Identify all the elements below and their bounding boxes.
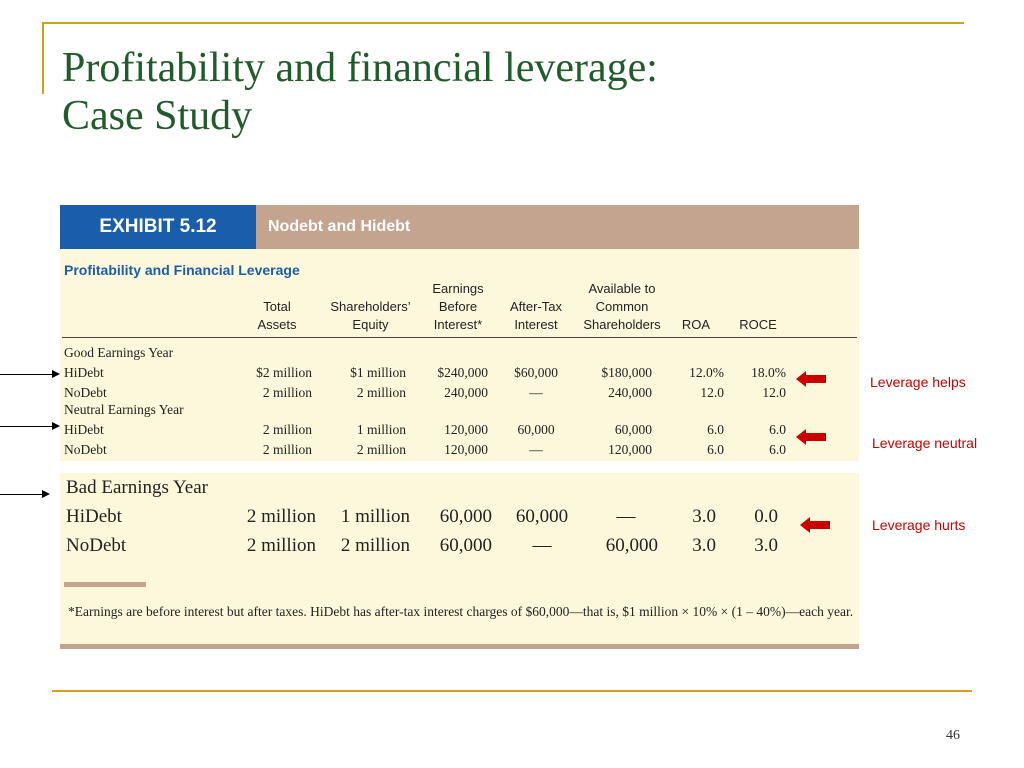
footnote: *Earnings are before interest but after …: [68, 604, 854, 619]
col-header-roa: ROA: [672, 316, 720, 334]
frame-left-line: [42, 22, 44, 94]
cell-available-to-common: 60,000: [614, 422, 652, 437]
group-title-good: Good Earnings Year: [64, 345, 174, 360]
slide-title: Profitability and financial leverage: Ca…: [62, 44, 658, 140]
red-arrow-left-icon: [796, 429, 826, 445]
col-header-line: Equity: [352, 317, 389, 332]
callout-leverage-hurts: Leverage hurts: [872, 517, 966, 533]
cell-shareholders-equity: 1 million: [340, 506, 410, 527]
section-title: Profitability and Financial Leverage: [64, 262, 300, 278]
cell-roce: 3.0: [754, 535, 778, 556]
cell-earnings-before-interest: 120,000: [444, 442, 488, 457]
col-header-line: Interest: [514, 317, 558, 332]
cell-roa: 6.0: [707, 422, 724, 437]
cell-total-assets: 2 million: [262, 422, 312, 437]
col-header-roce: ROCE: [732, 316, 784, 334]
col-header-line: Common: [595, 299, 649, 314]
cell-roce: 18.0%: [751, 365, 786, 380]
cell-shareholders-equity: 2 million: [340, 535, 410, 556]
cell-roa: 12.0: [700, 385, 724, 400]
cell-available-to-common: $180,000: [601, 365, 652, 380]
col-header-line: Available to: [588, 281, 656, 296]
col-header-line: ROA: [681, 317, 711, 332]
cell-available-to-common: 60,000: [605, 535, 658, 556]
footnote-divider: [64, 582, 146, 587]
cell-earnings-before-interest: 240,000: [444, 385, 488, 400]
exhibit-bottom-rule: [60, 644, 859, 649]
col-header-shareholders-equity: Shareholders’ Equity: [318, 298, 423, 334]
cell-after-tax-interest: —: [529, 442, 543, 457]
row-label: HiDebt: [64, 422, 104, 437]
cell-available-to-common: 240,000: [608, 385, 652, 400]
cell-after-tax-interest: —: [532, 535, 552, 556]
cell-roa: 3.0: [692, 506, 716, 527]
red-arrow-left-icon: [800, 517, 830, 533]
frame-bottom-line: [52, 690, 972, 692]
cell-total-assets: $2 million: [256, 365, 312, 380]
cell-roa: 12.0%: [689, 365, 724, 380]
row-label: HiDebt: [66, 506, 122, 527]
cell-after-tax-interest: —: [529, 385, 543, 400]
col-header-line: After-Tax: [509, 299, 562, 314]
cell-total-assets: 2 million: [262, 442, 312, 457]
cell-roa: 3.0: [692, 535, 716, 556]
exhibit-table: EXHIBIT 5.12 Nodebt and Hidebt Profitabi…: [60, 205, 859, 649]
red-arrow-left-icon: [796, 371, 826, 387]
cell-earnings-before-interest: 120,000: [444, 422, 488, 437]
separator-band: [60, 461, 859, 473]
col-header-line: Shareholders’: [330, 299, 411, 314]
col-header-line: ROCE: [739, 317, 777, 332]
cell-roce: 0.0: [754, 506, 778, 527]
cell-total-assets: 2 million: [246, 506, 316, 527]
cell-shareholders-equity: 2 million: [356, 442, 406, 457]
cell-shareholders-equity: 2 million: [356, 385, 406, 400]
cell-available-to-common: 120,000: [608, 442, 652, 457]
col-header-line: Earnings: [432, 281, 484, 296]
cell-total-assets: 2 million: [246, 535, 316, 556]
cell-earnings-before-interest: 60,000: [439, 535, 492, 556]
exhibit-subtitle: Nodebt and Hidebt: [268, 218, 411, 235]
pointer-arrow-good: [0, 369, 60, 378]
pointer-arrow-neutral: [0, 421, 60, 430]
cell-roce: 12.0: [762, 385, 786, 400]
cell-shareholders-equity: 1 million: [356, 422, 406, 437]
pointer-arrow-bad: [0, 489, 50, 498]
exhibit-label: EXHIBIT 5.12: [60, 205, 256, 249]
row-label: HiDebt: [64, 365, 104, 380]
row-label: NoDebt: [64, 442, 107, 457]
frame-top-line: [42, 22, 964, 24]
col-header-line: Interest*: [433, 317, 483, 332]
cell-after-tax-interest: 60,000: [515, 506, 569, 527]
row-label: NoDebt: [66, 535, 127, 556]
header-rule: [62, 337, 857, 338]
cell-after-tax-interest: 60,000: [517, 422, 555, 437]
group-title-bad: Bad Earnings Year: [66, 477, 208, 498]
cell-roce: 6.0: [769, 442, 786, 457]
col-header-total-assets: Total Assets: [242, 298, 312, 334]
cell-earnings-before-interest: 60,000: [439, 506, 492, 527]
col-header-line: Before: [438, 299, 478, 314]
col-header-line: Shareholders: [583, 317, 661, 332]
cell-roa: 6.0: [707, 442, 724, 457]
cell-total-assets: 2 million: [262, 385, 312, 400]
exhibit-header-bar: EXHIBIT 5.12 Nodebt and Hidebt: [60, 205, 859, 249]
group-title-neutral: Neutral Earnings Year: [64, 402, 184, 417]
cell-after-tax-interest: $60,000: [514, 365, 558, 380]
slide-title-line-2: Case Study: [62, 93, 253, 139]
slide-title-line-1: Profitability and financial leverage:: [62, 45, 658, 91]
cell-earnings-before-interest: $240,000: [437, 365, 488, 380]
cell-roce: 6.0: [769, 422, 786, 437]
callout-leverage-neutral: Leverage neutral: [872, 435, 978, 451]
page-number: 46: [946, 728, 960, 743]
col-header-line: Total: [263, 299, 291, 314]
col-header-available-to-common: Available to Common Shareholders: [574, 280, 670, 334]
callout-leverage-helps: Leverage helps: [870, 374, 966, 390]
cell-shareholders-equity: $1 million: [350, 365, 406, 380]
col-header-line: Assets: [257, 317, 297, 332]
row-label: NoDebt: [64, 385, 107, 400]
cell-available-to-common: —: [616, 506, 636, 527]
col-header-earnings-before-interest: Earnings Before Interest*: [422, 280, 494, 334]
col-header-after-tax-interest: After-Tax Interest: [500, 298, 572, 334]
